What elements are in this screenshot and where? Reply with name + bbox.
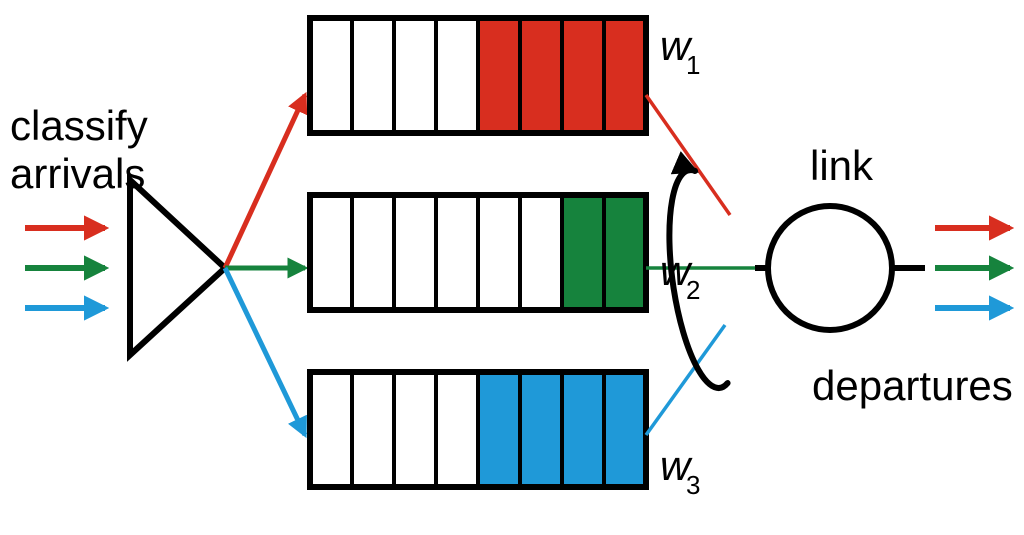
queue-1-cell — [352, 18, 394, 133]
link-circle — [768, 206, 892, 330]
queue-2-cell — [352, 195, 394, 310]
label-w1-sub: 1 — [686, 50, 700, 80]
queue-2-cell — [562, 195, 604, 310]
classifier-triangle — [130, 180, 225, 355]
queue-1-cell — [520, 18, 562, 133]
queue-2-cell — [310, 195, 352, 310]
queue-2-cell — [520, 195, 562, 310]
queue-1-cell — [310, 18, 352, 133]
queue-1-cell — [562, 18, 604, 133]
queue-2-cell — [604, 195, 646, 310]
queue-3-cell — [352, 372, 394, 487]
queue-3-cell — [436, 372, 478, 487]
label-link: link — [810, 142, 874, 189]
queue-1-cell — [478, 18, 520, 133]
queue-3-cell — [478, 372, 520, 487]
label-w2-sub: 2 — [686, 275, 700, 305]
label-w2: w2 — [660, 247, 700, 305]
queue-3-cell — [520, 372, 562, 487]
queue-3-cell — [310, 372, 352, 487]
label-w1: w1 — [660, 22, 700, 80]
queue-1-cell — [436, 18, 478, 133]
queue-1 — [310, 18, 646, 133]
label-classify-2: arrivals — [10, 150, 145, 197]
queue-1-cell — [604, 18, 646, 133]
queue-2-cell — [478, 195, 520, 310]
label-w3-sub: 3 — [686, 470, 700, 500]
queue-2-cell — [394, 195, 436, 310]
queue-2 — [310, 195, 646, 310]
queue-3-cell — [394, 372, 436, 487]
queue-3-cell — [604, 372, 646, 487]
queue-3 — [310, 372, 646, 487]
queue-2-cell — [436, 195, 478, 310]
fanout-arrow-red — [225, 95, 305, 268]
label-classify-1: classify — [10, 102, 148, 149]
fanout-arrow-blue — [225, 268, 305, 435]
queue-3-cell — [562, 372, 604, 487]
label-departures: departures — [812, 362, 1013, 409]
queue-to-scheduler-red — [646, 95, 730, 215]
queue-1-cell — [394, 18, 436, 133]
label-w3: w3 — [660, 442, 700, 500]
